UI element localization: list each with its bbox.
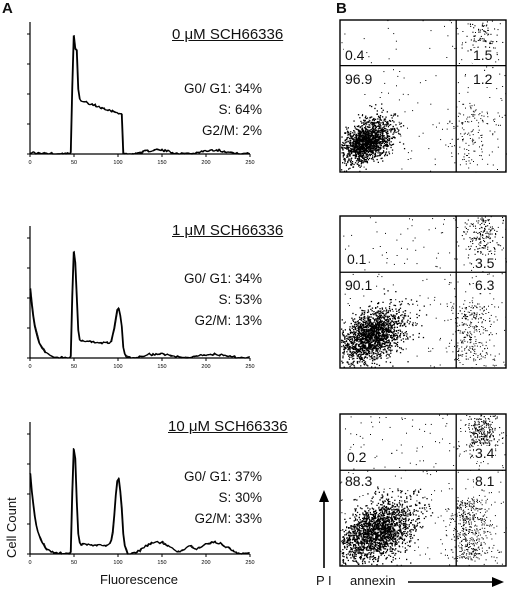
panel-label-a: A (2, 0, 13, 17)
histogram-tick-label: 250 (245, 560, 254, 566)
histogram-x-axis-label: Fluorescence (100, 572, 179, 587)
quadrant-ll-1: 90.1 (344, 277, 374, 293)
histogram-tick-label: 250 (245, 364, 254, 370)
histogram-row-2: 0 50 100 150 200 250 (27, 422, 255, 566)
histogram-tick-label: 50 (71, 160, 77, 166)
event-dots (341, 20, 507, 173)
quadrant-lr-0: 1.2 (472, 71, 494, 87)
quadrant-ul-1: 0.1 (346, 251, 368, 267)
histogram-outline (30, 250, 250, 359)
quadrant-ll-0: 96.9 (344, 71, 374, 87)
row-title-0: 0 μM SCH66336 (172, 26, 284, 43)
stat-g1: G0/ G1: 34% (183, 271, 262, 286)
stats-row-0: G0/ G1: 34% S: 64% G2/M: 2% (132, 78, 262, 141)
quadrant-ur-1: 3.5 (474, 255, 496, 271)
stats-row-2: G0/ G1: 37% S: 30% G2/M: 33% (132, 466, 262, 529)
scatter-plot-row-0 (339, 19, 507, 173)
histogram-row-0: 0 50 100 150 200 250 (27, 22, 255, 166)
quadrant-lr-2: 8.1 (474, 473, 496, 489)
scatter-y-axis-label: P I (316, 573, 332, 588)
quadrant-lr-1: 6.3 (474, 277, 496, 293)
histogram-y-axis-label: Cell Count (4, 497, 19, 558)
histogram-tick-label: 150 (157, 160, 166, 166)
quadrant-ur-0: 1.5 (472, 47, 494, 63)
stat-s: S: 30% (218, 490, 262, 505)
stats-row-1: G0/ G1: 34% S: 53% G2/M: 13% (132, 268, 262, 331)
annexin-axis-arrow (408, 577, 504, 587)
histogram-tick-label: 150 (157, 560, 166, 566)
event-dots (341, 216, 507, 369)
stat-s: S: 64% (218, 102, 262, 117)
histogram-tick-label: 200 (201, 560, 210, 566)
stat-g2m: G2/M: 2% (201, 123, 262, 138)
pi-axis-arrow (319, 490, 329, 568)
row-title-2: 10 μM SCH66336 (168, 418, 288, 435)
histogram-tick-label: 200 (201, 160, 210, 166)
histogram-outline (30, 35, 250, 155)
scatter-plot-row-2 (339, 413, 507, 567)
stat-g2m: G2/M: 33% (194, 511, 262, 526)
stat-s: S: 53% (218, 292, 262, 307)
histogram-tick-label: 100 (113, 560, 122, 566)
histogram-row-1: 0 50 100 150 200 250 (27, 226, 255, 370)
stat-g1: G0/ G1: 34% (183, 81, 262, 96)
histogram-outline (29, 35, 250, 155)
histogram-tick-label: 150 (157, 364, 166, 370)
histogram-tick-label: 0 (28, 160, 31, 166)
stat-g2m: G2/M: 13% (194, 313, 262, 328)
scatter-x-axis-label: annexin (350, 573, 396, 588)
panel-label-b: B (336, 0, 347, 17)
quadrant-ll-2: 88.3 (344, 473, 374, 489)
histogram-tick-label: 200 (201, 364, 210, 370)
histogram-outline (30, 449, 250, 555)
histogram-tick-label: 250 (245, 160, 254, 166)
histogram-tick-label: 50 (71, 560, 77, 566)
row-title-1: 1 μM SCH66336 (172, 222, 284, 239)
quadrant-ul-0: 0.4 (344, 47, 366, 63)
quadrant-ul-2: 0.2 (346, 449, 368, 465)
quadrant-ur-2: 3.4 (474, 445, 496, 461)
histogram-tick-label: 0 (28, 560, 31, 566)
histogram-tick-label: 50 (71, 364, 77, 370)
histogram-tick-label: 100 (113, 364, 122, 370)
stat-g1: G0/ G1: 37% (183, 469, 262, 484)
histogram-tick-label: 0 (28, 364, 31, 370)
histogram-tick-label: 100 (113, 160, 122, 166)
